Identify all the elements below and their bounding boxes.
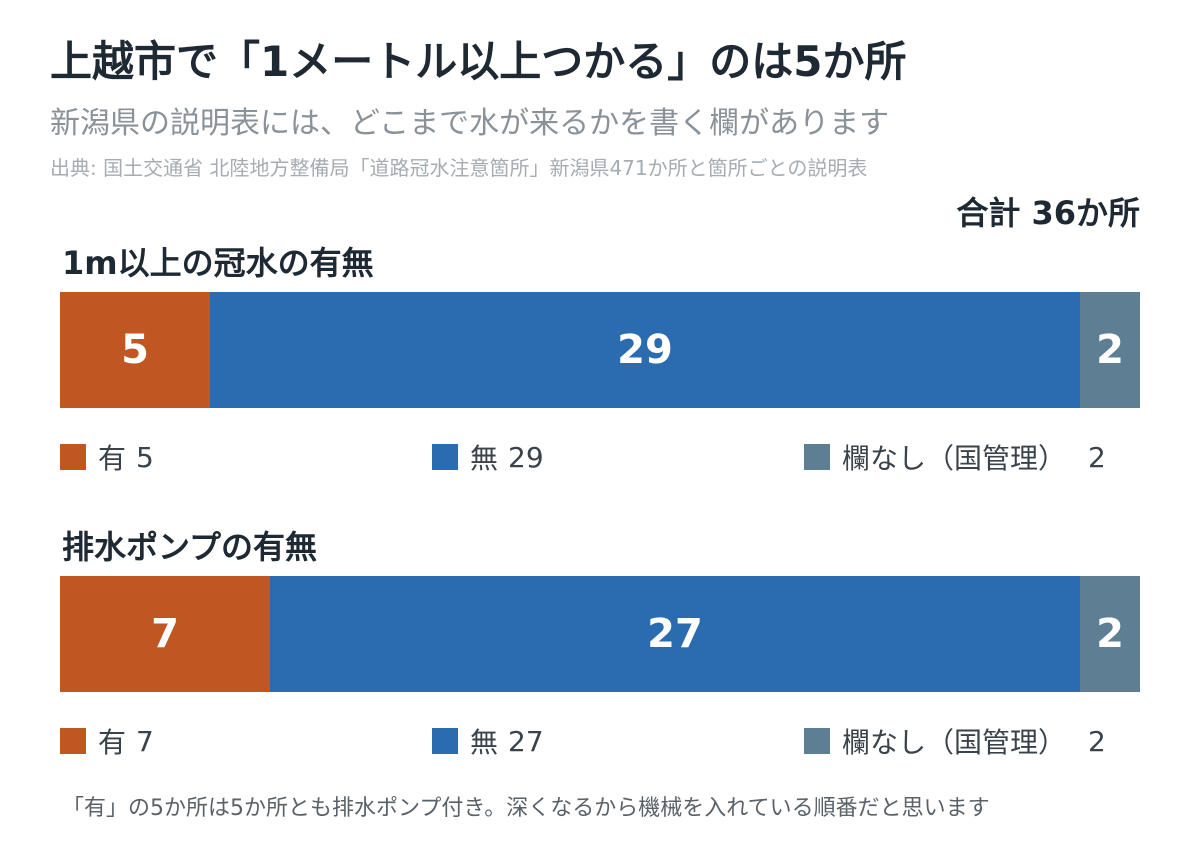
legend-label: 欄なし（国管理） [842, 726, 1067, 759]
bar-segment-yes: 5 [60, 292, 210, 408]
legend-label: 欄なし（国管理） [842, 442, 1067, 475]
page-title: 上越市で「1メートル以上つかる」のは5か所 [50, 37, 907, 86]
bar-segment-no: 29 [210, 292, 1080, 408]
legend-item-yes: 有 5 [60, 437, 154, 477]
legend-value: 7 [136, 724, 154, 758]
legend-flood-depth: 有 5 無 29 欄なし（国管理） 2 [60, 437, 1140, 477]
total-label: 合計 36か所 [956, 194, 1140, 232]
legend-item-none: 欄なし（国管理） 2 [804, 721, 1106, 761]
legend-value: 2 [1088, 724, 1106, 758]
stacked-bar-flood-depth: 5 29 2 [60, 292, 1140, 408]
bar-segment-none: 2 [1080, 292, 1140, 408]
bar-segment-none: 2 [1080, 576, 1140, 692]
legend-label: 有 [98, 442, 127, 475]
legend-drain-pump: 有 7 無 27 欄なし（国管理） 2 [60, 721, 1140, 761]
legend-swatch-none [804, 444, 830, 470]
bar-segment-no: 27 [270, 576, 1080, 692]
legend-value: 29 [508, 440, 544, 474]
legend-item-no: 無 27 [432, 721, 544, 761]
legend-item-none: 欄なし（国管理） 2 [804, 437, 1106, 477]
legend-label: 無 [470, 726, 499, 759]
legend-label: 有 [98, 726, 127, 759]
legend-value: 27 [508, 724, 544, 758]
legend-swatch-no [432, 728, 458, 754]
legend-swatch-yes [60, 444, 86, 470]
legend-item-no: 無 29 [432, 437, 544, 477]
footnote: 「有」の5か所は5か所とも排水ポンプ付き。深くなるから機械を入れている順番だと思… [62, 796, 990, 821]
legend-label: 無 [470, 442, 499, 475]
chart-title-drain-pump: 排水ポンプの有無 [62, 528, 318, 566]
chart-title-flood-depth: 1m以上の冠水の有無 [62, 244, 374, 282]
source-note: 出典: 国土交通省 北陸地方整備局「道路冠水注意箇所」新潟県471か所と箇所ごと… [50, 156, 868, 180]
legend-swatch-no [432, 444, 458, 470]
legend-swatch-none [804, 728, 830, 754]
legend-value: 5 [136, 440, 154, 474]
legend-swatch-yes [60, 728, 86, 754]
page-subtitle: 新潟県の説明表には、どこまで水が来るかを書く欄があります [50, 106, 890, 141]
stacked-bar-drain-pump: 7 27 2 [60, 576, 1140, 692]
legend-item-yes: 有 7 [60, 721, 154, 761]
bar-segment-yes: 7 [60, 576, 270, 692]
legend-value: 2 [1088, 440, 1106, 474]
